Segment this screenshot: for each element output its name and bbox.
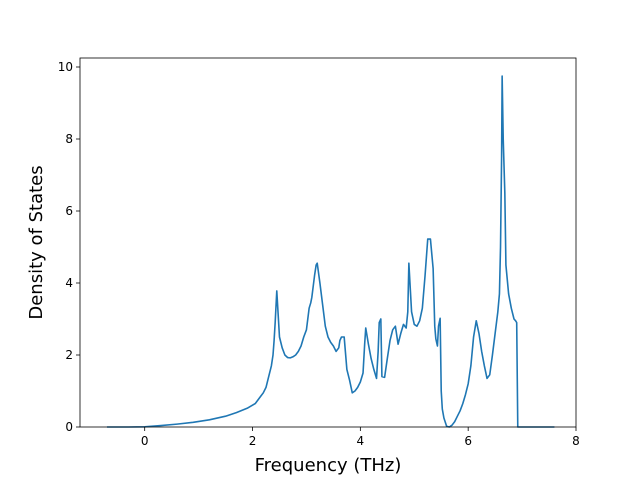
plot-frame xyxy=(79,57,577,428)
y-tick-label: 2 xyxy=(65,348,73,362)
y-tick-label: 10 xyxy=(58,60,73,74)
y-axis-ticks: 0 2 4 6 8 10 xyxy=(58,60,80,434)
y-axis-label: Density of States xyxy=(26,165,47,319)
x-axis-ticks: 0 2 4 6 8 xyxy=(141,427,580,448)
y-tick-label: 8 xyxy=(65,132,73,146)
dos-series-line-0 xyxy=(106,75,555,428)
x-tick-label: 4 xyxy=(357,434,365,448)
x-tick-label: 2 xyxy=(249,434,257,448)
x-tick-label: 6 xyxy=(464,434,472,448)
y-tick-label: 0 xyxy=(65,420,73,434)
y-tick-label: 4 xyxy=(65,276,73,290)
x-tick-label: 8 xyxy=(572,434,580,448)
x-tick-label: 0 xyxy=(141,434,149,448)
x-axis-label: Frequency (THz) xyxy=(255,455,402,476)
y-tick-label: 6 xyxy=(65,204,73,218)
